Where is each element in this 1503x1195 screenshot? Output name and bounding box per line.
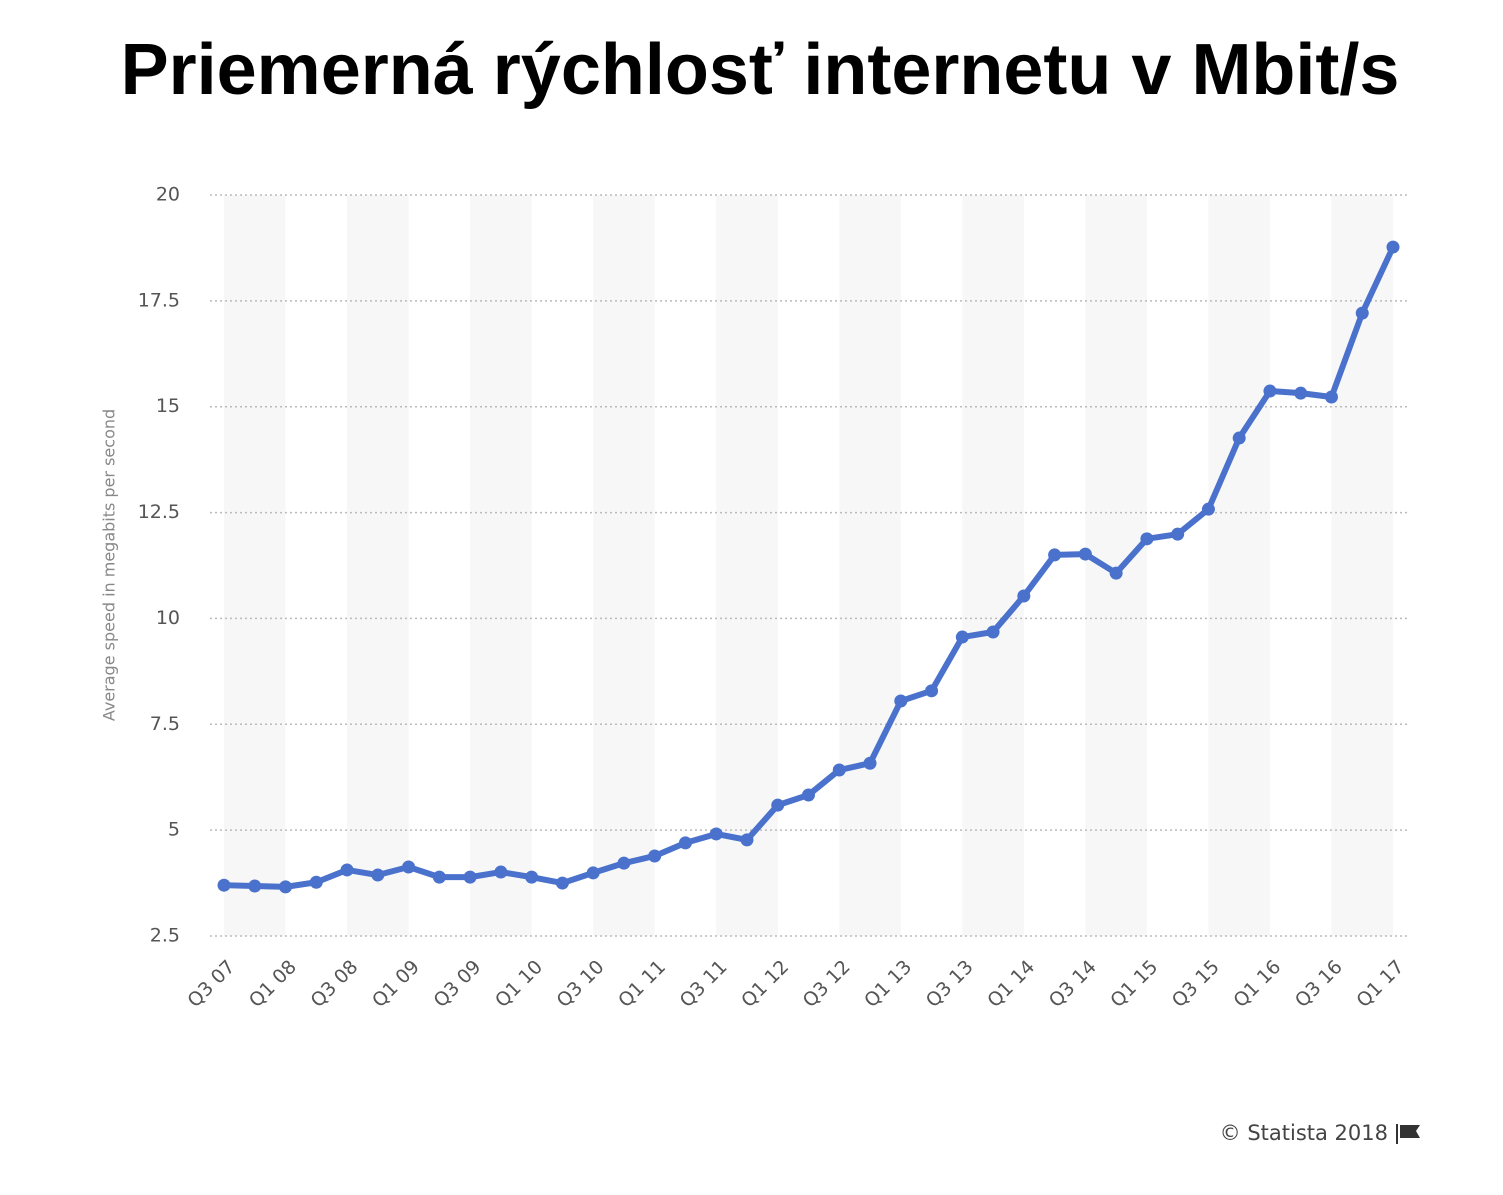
point — [986, 625, 1000, 639]
point — [648, 849, 662, 863]
x-tick-label: Q3 14 — [1045, 956, 1101, 1012]
point — [894, 694, 908, 708]
point — [955, 630, 969, 644]
band — [962, 195, 1024, 936]
x-tick-label: Q3 11 — [676, 956, 732, 1012]
x-tick-label: Q3 09 — [429, 956, 485, 1012]
x-tick-label: Q1 09 — [368, 956, 424, 1012]
point — [1263, 384, 1277, 398]
point — [678, 836, 692, 850]
band — [347, 195, 409, 936]
point — [1048, 548, 1062, 562]
y-tick-label: 12.5 — [138, 501, 180, 523]
x-tick-label: Q3 15 — [1168, 956, 1224, 1012]
band — [839, 195, 901, 936]
x-tick-label: Q1 15 — [1106, 956, 1162, 1012]
point — [1078, 547, 1092, 561]
point — [771, 798, 785, 812]
x-tick-label: Q3 16 — [1291, 956, 1347, 1012]
point — [371, 868, 385, 882]
x-tick-label: Q3 12 — [799, 956, 855, 1012]
point — [309, 875, 323, 889]
point — [802, 788, 815, 802]
x-tick-label: Q3 08 — [306, 956, 362, 1012]
x-tick-label: Q1 12 — [737, 956, 793, 1012]
band — [224, 195, 286, 936]
y-tick-label: 20 — [156, 184, 180, 206]
x-tick-label: Q1 10 — [491, 956, 547, 1012]
point — [617, 856, 631, 870]
point — [279, 880, 293, 894]
band — [1085, 195, 1147, 936]
point — [1355, 306, 1369, 320]
point — [217, 878, 231, 892]
point — [340, 863, 354, 877]
point — [1109, 566, 1123, 580]
x-tick-label: Q1 14 — [983, 956, 1039, 1012]
point — [1294, 386, 1308, 400]
x-tick-label: Q3 07 — [183, 956, 239, 1012]
band — [716, 195, 778, 936]
point — [832, 763, 846, 777]
point — [1017, 589, 1031, 603]
point — [525, 870, 539, 884]
band — [593, 195, 655, 936]
point — [1201, 502, 1215, 516]
y-tick-label: 15 — [156, 395, 180, 417]
chart-title: Priemerná rýchlosť internetu v Mbit/s — [121, 30, 1400, 110]
point — [248, 879, 262, 893]
x-tick-label: Q1 16 — [1229, 956, 1285, 1012]
point — [1232, 431, 1246, 445]
point — [1386, 240, 1400, 254]
x-tick-label: Q3 10 — [553, 956, 609, 1012]
x-tick-label: Q1 11 — [614, 956, 670, 1012]
y-axis-label: Average speed in megabits per second — [100, 409, 119, 721]
y-tick-label: 10 — [156, 607, 180, 629]
point — [463, 870, 477, 884]
point — [494, 865, 508, 879]
y-tick-label: 2.5 — [150, 925, 180, 947]
point — [709, 827, 723, 841]
point — [1324, 390, 1338, 404]
point — [925, 684, 939, 698]
flag-icon — [1396, 1124, 1420, 1144]
x-tick-label: Q1 08 — [245, 956, 301, 1012]
x-tick-label: Q1 13 — [860, 956, 916, 1012]
point — [863, 756, 877, 770]
x-tick-label: Q3 13 — [922, 956, 978, 1012]
y-tick-label: 17.5 — [138, 289, 180, 311]
x-tick-label: Q1 17 — [1352, 956, 1408, 1012]
y-tick-label: 7.5 — [150, 713, 180, 735]
band — [1208, 195, 1270, 936]
point — [402, 860, 416, 874]
band — [470, 195, 532, 936]
point — [555, 876, 569, 890]
source: © Statista 2018 — [1220, 1121, 1388, 1145]
point — [1171, 527, 1185, 541]
point — [1140, 532, 1154, 546]
point — [586, 866, 600, 880]
y-tick-label: 5 — [168, 819, 180, 841]
point — [740, 833, 754, 847]
point — [432, 870, 446, 884]
